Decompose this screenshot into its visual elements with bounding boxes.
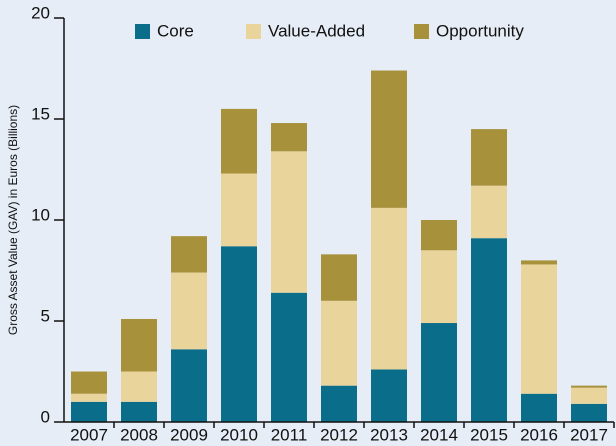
bar-segment xyxy=(571,385,607,388)
bar-segment xyxy=(421,323,457,422)
x-tick-label: 2014 xyxy=(420,425,458,444)
legend-swatch xyxy=(135,24,150,39)
x-tick-label: 2015 xyxy=(470,425,508,444)
x-tick-label: 2009 xyxy=(170,425,208,444)
y-tick-label: 20 xyxy=(31,3,50,22)
bar-segment xyxy=(71,371,107,394)
bar-segment xyxy=(221,246,257,422)
bar-segment xyxy=(471,185,507,239)
y-tick-label: 0 xyxy=(41,407,50,426)
bar-segment xyxy=(321,254,357,301)
bar-segment xyxy=(371,70,407,208)
bar-segment xyxy=(121,371,157,402)
bar-segment xyxy=(371,207,407,370)
bar-segment xyxy=(271,123,307,152)
legend-swatch xyxy=(246,24,261,39)
legend-label: Core xyxy=(157,21,194,40)
bar-segment xyxy=(121,318,157,372)
bar-segment xyxy=(271,151,307,293)
x-tick-label: 2012 xyxy=(320,425,358,444)
bar-segment xyxy=(221,108,257,174)
y-tick-label: 15 xyxy=(31,104,50,123)
bar-segment xyxy=(421,250,457,324)
bar-segment xyxy=(421,220,457,251)
legend-label: Opportunity xyxy=(436,21,524,40)
bar-segment xyxy=(121,401,157,422)
bar-segment xyxy=(521,264,557,394)
bar-segment xyxy=(171,272,207,350)
bar-segment xyxy=(171,236,207,273)
bar-segment xyxy=(271,292,307,422)
bar-segment xyxy=(221,173,257,247)
bar-segment xyxy=(321,300,357,386)
bar-segment xyxy=(521,260,557,265)
bar-segment xyxy=(71,401,107,422)
x-tick-label: 2016 xyxy=(520,425,558,444)
bar-segment xyxy=(471,238,507,422)
bar-segment xyxy=(171,349,207,422)
y-tick-label: 10 xyxy=(31,205,50,224)
x-tick-label: 2007 xyxy=(70,425,108,444)
bar-segment xyxy=(371,369,407,422)
x-tick-label: 2010 xyxy=(220,425,258,444)
bar-segment xyxy=(571,403,607,422)
y-tick-label: 5 xyxy=(41,306,50,325)
bar-segment xyxy=(71,393,107,402)
x-tick-label: 2011 xyxy=(271,425,308,444)
bar-segment xyxy=(471,129,507,186)
x-tick-label: 2013 xyxy=(370,425,408,444)
bar-segment xyxy=(571,387,607,404)
legend-label: Value-Added xyxy=(268,21,365,40)
x-tick-label: 2017 xyxy=(570,425,608,444)
x-tick-label: 2008 xyxy=(120,425,158,444)
bar-segment xyxy=(321,385,357,422)
legend-swatch xyxy=(414,24,429,39)
y-axis-label: Gross Asset Value (GAV) in Euros (Billio… xyxy=(6,105,20,335)
bar-segment xyxy=(521,393,557,422)
